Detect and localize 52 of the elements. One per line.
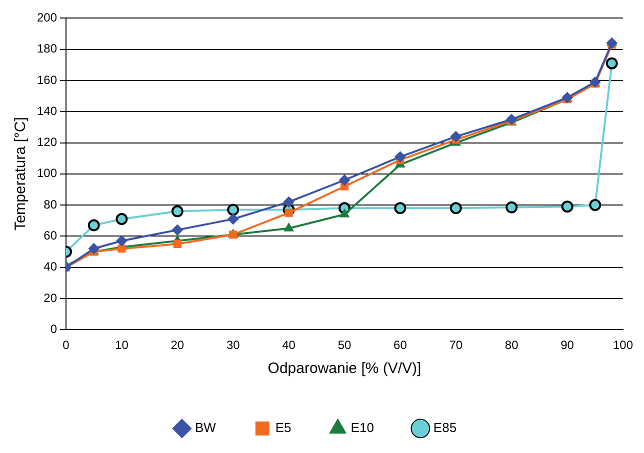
y-tick-label: 120 xyxy=(36,135,58,150)
x-tick-label: 80 xyxy=(504,338,519,352)
point xyxy=(116,235,128,246)
y-tick-label: 40 xyxy=(44,260,58,274)
point xyxy=(227,204,240,216)
legend-label: E5 xyxy=(275,420,292,436)
point xyxy=(88,219,100,232)
x-tick-label: 50 xyxy=(338,338,352,352)
y-tick-label: 140 xyxy=(36,104,58,118)
point xyxy=(394,202,406,214)
point xyxy=(173,240,182,248)
point xyxy=(228,214,239,225)
point xyxy=(450,131,462,142)
legend-label: E85 xyxy=(433,420,457,436)
point xyxy=(172,224,183,236)
point xyxy=(450,202,462,214)
point xyxy=(606,38,618,49)
y-tick-label: 100 xyxy=(36,166,58,180)
x-tick-label: 10 xyxy=(115,338,129,352)
point xyxy=(283,196,294,208)
point xyxy=(561,200,574,213)
x-tick-label: 40 xyxy=(282,338,296,352)
point xyxy=(589,199,602,212)
point xyxy=(339,174,350,186)
legend-label: E10 xyxy=(350,420,374,436)
y-tick-label: 80 xyxy=(44,197,58,212)
point xyxy=(116,213,128,226)
x-tick-label: 60 xyxy=(394,338,408,352)
x-tick-label: 70 xyxy=(449,338,463,352)
point xyxy=(118,244,126,253)
x-axis-title: Odparowanie [% (V/V)] xyxy=(268,360,422,378)
point xyxy=(88,243,100,254)
point xyxy=(171,205,184,218)
point xyxy=(340,208,350,218)
x-tick-label: 0 xyxy=(62,338,70,352)
y-tick-label: 0 xyxy=(50,322,58,336)
y-axis-title: Temperatura [°C] xyxy=(12,117,30,231)
y-tick-label: 200 xyxy=(36,10,58,25)
legend-label: BW xyxy=(194,420,217,436)
point xyxy=(606,57,618,70)
x-tick-label: 90 xyxy=(560,338,574,352)
y-tick-label: 180 xyxy=(36,42,58,56)
point xyxy=(284,222,294,232)
x-tick-label: 100 xyxy=(612,338,634,352)
x-tick-label: 20 xyxy=(170,338,184,352)
y-tick-label: 20 xyxy=(44,290,58,305)
point xyxy=(506,114,518,125)
y-tick-label: 60 xyxy=(44,228,58,242)
point xyxy=(394,151,406,162)
x-tick-label: 30 xyxy=(226,338,240,352)
point xyxy=(506,201,518,214)
y-tick-label: 160 xyxy=(36,72,58,87)
